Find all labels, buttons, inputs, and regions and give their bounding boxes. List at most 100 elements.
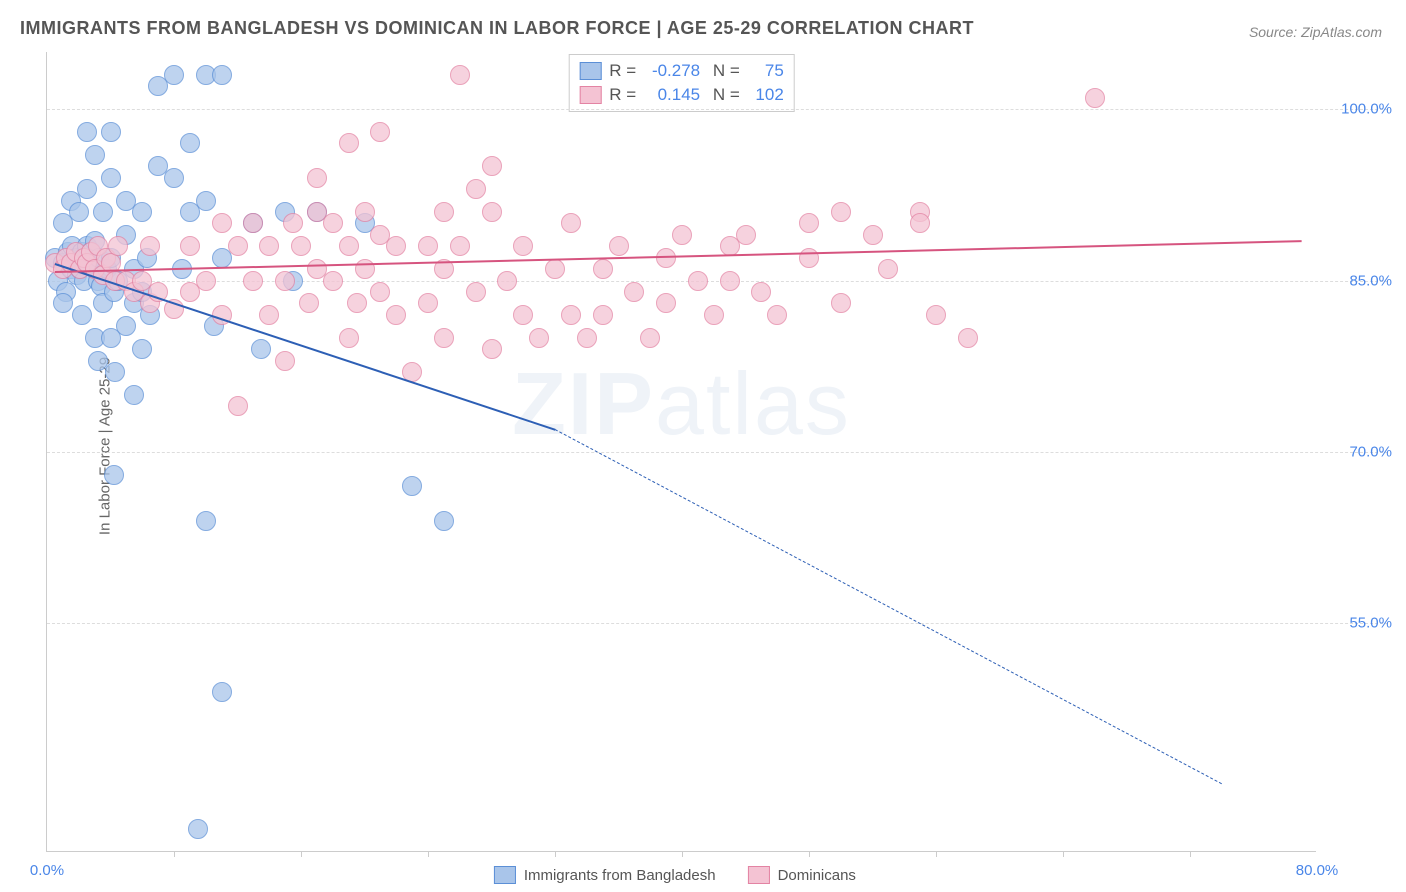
data-point	[132, 202, 152, 222]
x-tick	[555, 851, 556, 857]
data-point	[101, 168, 121, 188]
data-point	[910, 213, 930, 233]
data-point	[212, 682, 232, 702]
n-label: N =	[708, 83, 740, 107]
data-point	[767, 305, 787, 325]
data-point	[450, 236, 470, 256]
data-point	[196, 191, 216, 211]
scatter-plot-area: ZIPatlas R = -0.278 N = 75 R = 0.145 N =…	[46, 52, 1316, 852]
swatch-bangladesh	[494, 866, 516, 884]
r-label: R =	[609, 83, 636, 107]
data-point	[958, 328, 978, 348]
data-point	[283, 213, 303, 233]
legend-label-dominican: Dominicans	[778, 867, 856, 884]
data-point	[196, 271, 216, 291]
data-point	[434, 328, 454, 348]
trend-line	[555, 429, 1222, 784]
legend-label-bangladesh: Immigrants from Bangladesh	[524, 867, 716, 884]
data-point	[299, 293, 319, 313]
stats-row-bangladesh: R = -0.278 N = 75	[579, 59, 784, 83]
gridline	[47, 452, 1388, 453]
data-point	[561, 305, 581, 325]
data-point	[863, 225, 883, 245]
data-point	[101, 122, 121, 142]
y-tick-label: 100.0%	[1341, 101, 1392, 118]
data-point	[593, 259, 613, 279]
data-point	[561, 213, 581, 233]
data-point	[69, 202, 89, 222]
r-value-dominican: 0.145	[644, 83, 700, 107]
data-point	[466, 282, 486, 302]
legend-item-bangladesh: Immigrants from Bangladesh	[494, 866, 716, 884]
data-point	[926, 305, 946, 325]
data-point	[85, 145, 105, 165]
data-point	[124, 385, 144, 405]
data-point	[1085, 88, 1105, 108]
x-tick	[682, 851, 683, 857]
source-attribution: Source: ZipAtlas.com	[1249, 24, 1382, 40]
data-point	[529, 328, 549, 348]
data-point	[482, 156, 502, 176]
x-tick-label: 0.0%	[30, 862, 64, 879]
data-point	[355, 202, 375, 222]
series-legend: Immigrants from Bangladesh Dominicans	[494, 866, 856, 884]
data-point	[593, 305, 613, 325]
data-point	[577, 328, 597, 348]
data-point	[386, 305, 406, 325]
data-point	[450, 65, 470, 85]
data-point	[323, 271, 343, 291]
data-point	[656, 293, 676, 313]
swatch-bangladesh	[579, 62, 601, 80]
data-point	[251, 339, 271, 359]
x-tick	[809, 851, 810, 857]
data-point	[77, 179, 97, 199]
data-point	[466, 179, 486, 199]
data-point	[339, 236, 359, 256]
x-tick	[301, 851, 302, 857]
n-value-dominican: 102	[748, 83, 784, 107]
x-tick	[174, 851, 175, 857]
data-point	[513, 236, 533, 256]
data-point	[799, 213, 819, 233]
data-point	[188, 819, 208, 839]
data-point	[212, 213, 232, 233]
data-point	[132, 339, 152, 359]
data-point	[799, 248, 819, 268]
data-point	[831, 293, 851, 313]
data-point	[704, 305, 724, 325]
swatch-dominican	[748, 866, 770, 884]
r-label: R =	[609, 59, 636, 83]
data-point	[751, 282, 771, 302]
data-point	[53, 293, 73, 313]
data-point	[434, 202, 454, 222]
chart-title: IMMIGRANTS FROM BANGLADESH VS DOMINICAN …	[20, 18, 974, 39]
swatch-dominican	[579, 86, 601, 104]
data-point	[545, 259, 565, 279]
data-point	[164, 65, 184, 85]
data-point	[497, 271, 517, 291]
data-point	[105, 362, 125, 382]
correlation-stats-legend: R = -0.278 N = 75 R = 0.145 N = 102	[568, 54, 795, 112]
data-point	[323, 213, 343, 233]
data-point	[624, 282, 644, 302]
data-point	[370, 122, 390, 142]
data-point	[386, 236, 406, 256]
data-point	[418, 236, 438, 256]
data-point	[688, 271, 708, 291]
data-point	[108, 236, 128, 256]
data-point	[672, 225, 692, 245]
data-point	[228, 396, 248, 416]
x-tick	[1063, 851, 1064, 857]
data-point	[116, 316, 136, 336]
stats-row-dominican: R = 0.145 N = 102	[579, 83, 784, 107]
data-point	[243, 271, 263, 291]
y-tick-label: 70.0%	[1349, 444, 1392, 461]
data-point	[878, 259, 898, 279]
data-point	[259, 236, 279, 256]
data-point	[291, 236, 311, 256]
data-point	[418, 293, 438, 313]
data-point	[164, 168, 184, 188]
x-tick	[1190, 851, 1191, 857]
data-point	[513, 305, 533, 325]
x-tick	[936, 851, 937, 857]
